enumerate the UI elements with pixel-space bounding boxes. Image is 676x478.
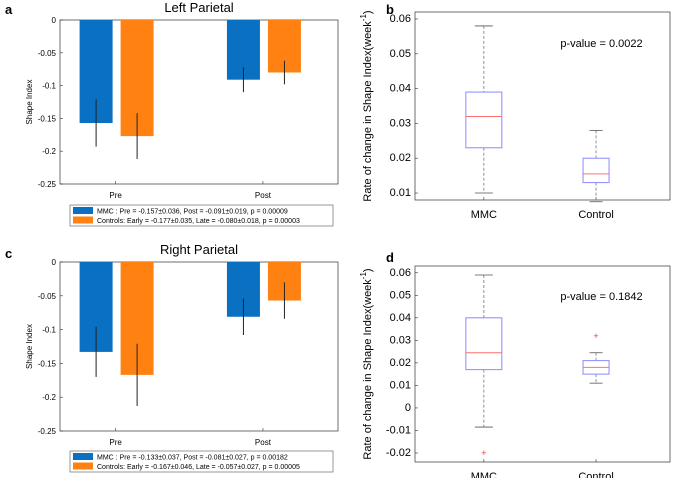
legend-entry: Controls: Early = -0.167±0.046, Late = -… [97, 464, 300, 471]
panel-label: d [386, 250, 394, 265]
y-axis-label: Rate of change in Shape Index(week-1) [359, 268, 374, 459]
y-tick-label: 0.03 [390, 334, 411, 346]
y-tick-label: 0.04 [390, 83, 411, 95]
x-tick-label: Control [578, 209, 613, 221]
outlier-marker: + [481, 448, 486, 458]
panel-b: b 0.01 0.02 0.03 0.04 0.05 0.06 MMC Control Rate … [359, 2, 671, 221]
chart-title: Left Parietal [164, 0, 233, 15]
y-tick-label: -0.1 [42, 326, 56, 335]
p-value-annotation: p-value = 0.0022 [560, 38, 642, 50]
legend-entry: MMC : Pre = -0.133±0.037, Post = -0.081±… [97, 455, 288, 462]
y-axis-label: Shape Index [25, 80, 34, 125]
legend-swatch [73, 216, 93, 224]
axes-box [59, 19, 339, 185]
y-tick-label: 0 [52, 258, 57, 267]
y-tick-label: -0.25 [38, 427, 57, 436]
panel-label: c [5, 246, 12, 261]
box [465, 317, 503, 371]
legend-box [69, 204, 334, 227]
y-tick-label: 0.06 [390, 267, 411, 279]
axes-box [59, 261, 339, 432]
y-tick-label: 0.03 [390, 117, 411, 129]
panel-d: d 0.06 0.05 0.04 0.03 0.02 0.01 0 -0.01 -0.02 MMC C… [359, 250, 671, 478]
box [582, 157, 610, 184]
y-axis-label: Rate of change in Shape Index(week-1) [359, 10, 374, 201]
legend-entry: Controls: Early = -0.177±0.035, Late = -… [97, 218, 300, 225]
axes-box [414, 11, 671, 201]
x-tick-label: Post [255, 191, 272, 200]
y-tick-label: 0.05 [390, 48, 411, 60]
y-tick-label: -0.01 [386, 424, 411, 436]
y-tick-label: -0.02 [386, 447, 411, 459]
y-tick-label: 0.01 [390, 379, 411, 391]
y-tick-label: -0.2 [42, 393, 56, 402]
panel-c: c 0 -0.05 -0.1 -0.15 -0.2 -0.25 Pre Post Right Pa… [5, 242, 339, 473]
x-tick-label: Pre [109, 191, 122, 200]
y-tick-label: 0 [405, 402, 411, 414]
x-tick-label: MMC [471, 209, 497, 221]
legend: MMC : Pre = -0.133±0.037, Post = -0.081±… [69, 450, 334, 473]
chart-title: Right Parietal [160, 242, 238, 257]
y-tick-label: 0.06 [390, 13, 411, 25]
legend-swatch [73, 453, 93, 460]
y-tick-label: 0.01 [390, 187, 411, 199]
axes-box [414, 265, 671, 463]
legend-box [69, 450, 334, 473]
x-tick-label: Post [255, 438, 272, 447]
y-tick-label: 0.02 [390, 152, 411, 164]
legend-swatch [73, 207, 93, 214]
y-tick-label: 0.05 [390, 289, 411, 301]
y-tick-label: -0.05 [38, 292, 57, 301]
outlier-marker: + [593, 331, 598, 341]
y-tick-label: -0.15 [38, 114, 57, 123]
y-axis-label: Shape Index [25, 324, 34, 369]
p-value-annotation: p-value = 0.1842 [560, 291, 642, 303]
legend-swatch [73, 462, 93, 470]
y-tick-label: 0 [52, 16, 57, 25]
y-tick-label: -0.05 [38, 49, 57, 58]
x-tick-label: MMC [471, 471, 497, 478]
panel-label: a [5, 2, 13, 17]
box [465, 91, 503, 149]
y-tick-label: -0.25 [38, 180, 57, 189]
panel-label: b [386, 2, 394, 17]
y-tick-label: -0.15 [38, 359, 57, 368]
y-tick-label: -0.1 [42, 82, 56, 91]
y-tick-label: -0.2 [42, 147, 56, 156]
legend: MMC : Pre = -0.157±0.036, Post = -0.091±… [69, 204, 334, 227]
y-tick-label: 0.04 [390, 312, 411, 324]
legend-entry: MMC : Pre = -0.157±0.036, Post = -0.091±… [97, 209, 288, 216]
x-tick-label: Pre [109, 438, 122, 447]
x-tick-label: Control [578, 471, 613, 478]
y-tick-label: 0.02 [390, 357, 411, 369]
panel-a: a 0 -0.05 -0.1 -0.15 -0.2 -0.25 Pre Post Left Par… [5, 0, 339, 227]
